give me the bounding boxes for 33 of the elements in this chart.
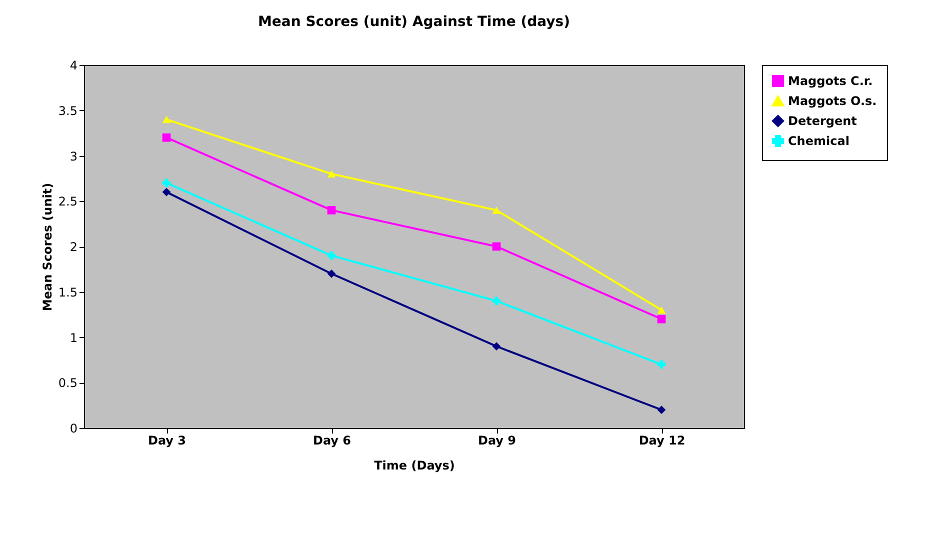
- x-tick-label: Day 6: [312, 434, 352, 448]
- legend-label: Chemical: [788, 134, 850, 148]
- y-tick-label: 2.5: [58, 194, 78, 209]
- point: [657, 314, 666, 324]
- point: [327, 170, 336, 178]
- x-tick-label: Day 12: [638, 434, 686, 448]
- point: [327, 270, 336, 278]
- chart-title: Mean Scores (unit) Against Time (days): [258, 14, 570, 30]
- point: [162, 133, 171, 142]
- point: [657, 406, 666, 414]
- y-tick-label: 0.5: [58, 376, 78, 390]
- legend-label: Maggots C.r.: [788, 74, 873, 88]
- y-tick-label: 1: [70, 330, 78, 345]
- y-tick-label: 0: [70, 422, 78, 436]
- y-tick-label: 2: [70, 240, 78, 254]
- x-axis-title: Time (Days): [374, 458, 455, 472]
- y-axis-title: Mean Scores (unit): [40, 182, 54, 312]
- point: [657, 306, 666, 314]
- point: [492, 342, 501, 351]
- point: [162, 188, 171, 196]
- point: [327, 206, 336, 214]
- y-tick-label: 1.5: [58, 285, 78, 300]
- y-tick-label: 3.5: [58, 104, 78, 118]
- legend-label: Maggots O.s.: [788, 94, 877, 108]
- point: [492, 242, 501, 251]
- legend-label: Detergent: [788, 114, 858, 128]
- x-tick-label: Day 3: [148, 434, 186, 448]
- x-tick-label: Day 9: [478, 434, 516, 448]
- y-tick-label: 4: [70, 58, 78, 72]
- point: [492, 206, 501, 214]
- point: [162, 116, 171, 124]
- point: [327, 251, 336, 260]
- y-tick-label: 3: [70, 149, 78, 164]
